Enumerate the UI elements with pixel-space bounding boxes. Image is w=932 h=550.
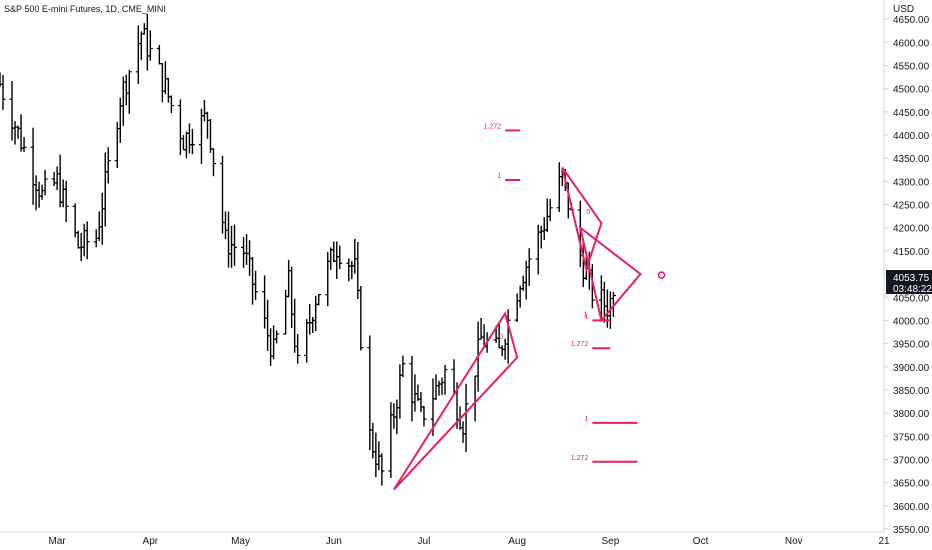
price-tick-label: 4250.00 bbox=[893, 201, 930, 212]
ohlc-bar bbox=[253, 270, 259, 300]
price-tick-label: 4050.00 bbox=[893, 293, 930, 304]
ohlc-bar bbox=[421, 405, 427, 427]
ohlc-bar bbox=[0, 75, 6, 110]
current-price: 4053.75 bbox=[893, 273, 930, 284]
ohlc-bar bbox=[147, 30, 153, 61]
fib-level-label: 1 bbox=[584, 416, 588, 423]
price-tick-label: 4400.00 bbox=[893, 131, 930, 142]
time-tick-label: 21 bbox=[878, 536, 890, 547]
time-tick-label: Oct bbox=[693, 536, 709, 547]
circle-marker[interactable] bbox=[657, 271, 666, 279]
price-tick-label: 4450.00 bbox=[893, 108, 930, 119]
time-tick-label: Sep bbox=[601, 536, 619, 547]
price-tick-label: 4650.00 bbox=[893, 15, 930, 26]
symbol-title: S&P 500 E-mini Futures, 1D, CME_MINI bbox=[4, 4, 166, 14]
point-annotation: 1 bbox=[583, 312, 587, 319]
price-tick-label: 3600.00 bbox=[893, 502, 930, 513]
point-annotation: 0 bbox=[580, 246, 584, 253]
fib-level-label: 1 bbox=[584, 313, 588, 320]
ohlc-bar bbox=[337, 245, 343, 270]
price-tick-label: 3800.00 bbox=[893, 409, 930, 420]
triangle-drawing[interactable] bbox=[393, 311, 519, 491]
time-tick-label: Mar bbox=[49, 536, 67, 547]
point-annotation: 0 bbox=[499, 334, 503, 341]
price-axis[interactable]: 3550.00 3600.00 3650.00 3700.00 3750.00 3800.… bbox=[884, 15, 930, 536]
time-tick-label: May bbox=[231, 536, 250, 547]
price-tick-label: 3850.00 bbox=[893, 386, 930, 397]
price-tick-label: 4500.00 bbox=[893, 85, 930, 96]
current-price-label: 4053.75 03:48:22 bbox=[886, 270, 932, 295]
price-tick-label: 3900.00 bbox=[893, 363, 930, 374]
fib-level[interactable]: 1 bbox=[584, 416, 638, 424]
price-tick-label: 3950.00 bbox=[893, 340, 930, 351]
ohlc-bar bbox=[63, 180, 69, 223]
time-axis[interactable]: Mar Apr May Jun Jul Aug Sep Oct Nov 21 bbox=[49, 536, 890, 547]
fib-level[interactable]: 1.272 bbox=[571, 341, 611, 350]
ohlc-bar bbox=[274, 330, 280, 344]
fib-level[interactable]: 1 bbox=[497, 173, 521, 182]
triangle-drawing[interactable] bbox=[578, 225, 642, 323]
time-tick-label: Apr bbox=[143, 536, 159, 547]
time-tick-label: Jul bbox=[418, 536, 431, 547]
price-tick-label: 3650.00 bbox=[893, 479, 930, 490]
fib-levels[interactable]: 1.272 1 1 1.272 1 1.272 bbox=[484, 123, 638, 463]
currency-label: USD bbox=[893, 4, 914, 15]
price-tick-label: 3550.00 bbox=[893, 525, 930, 536]
fib-level-label: 1.272 bbox=[484, 123, 502, 130]
ohlc-bar bbox=[189, 128, 195, 155]
ohlc-bar bbox=[358, 286, 364, 351]
fib-level[interactable]: 1.272 bbox=[571, 455, 638, 463]
fib-level-label: 1.272 bbox=[571, 341, 589, 348]
ohlc-bar-current bbox=[612, 291, 616, 317]
price-tick-label: 4550.00 bbox=[893, 62, 930, 73]
ohlc-bar bbox=[84, 221, 90, 260]
ohlc-bar bbox=[21, 137, 27, 152]
ohlc-bar bbox=[526, 248, 532, 286]
fib-level-label: 1 bbox=[497, 173, 501, 180]
ohlc-bar bbox=[126, 69, 132, 114]
drawing-layer[interactable]: 0 0 0 1 bbox=[393, 166, 666, 491]
bar-countdown: 03:48:22 bbox=[893, 284, 932, 295]
time-tick-label: Nov bbox=[785, 536, 803, 547]
point-annotation: 0 bbox=[586, 209, 590, 216]
ohlc-bar bbox=[379, 453, 385, 486]
ohlc-bar bbox=[210, 148, 216, 177]
fib-level[interactable]: 1.272 bbox=[484, 123, 521, 132]
ohlc-bar bbox=[442, 364, 448, 395]
ohlc-bar bbox=[295, 333, 301, 364]
ohlc-bar bbox=[463, 383, 469, 453]
price-tick-label: 4200.00 bbox=[893, 224, 930, 235]
ohlc-bar bbox=[232, 224, 238, 266]
ohlc-bar bbox=[168, 95, 174, 113]
ohlc-bar bbox=[105, 147, 111, 184]
price-tick-label: 3750.00 bbox=[893, 432, 930, 443]
ohlc-bar bbox=[505, 309, 511, 364]
time-tick-label: Jun bbox=[326, 536, 342, 547]
price-tick-label: 4000.00 bbox=[893, 316, 930, 327]
triangle-drawing[interactable] bbox=[561, 166, 603, 274]
time-tick-label: Aug bbox=[508, 536, 526, 547]
ohlc-bar bbox=[42, 169, 48, 196]
fib-level[interactable]: 1 bbox=[584, 313, 611, 322]
price-tick-label: 4300.00 bbox=[893, 177, 930, 188]
price-tick-label: 4600.00 bbox=[893, 38, 930, 49]
price-tick-label: 3700.00 bbox=[893, 455, 930, 466]
ohlc-bar bbox=[400, 355, 406, 378]
ohlc-bar bbox=[316, 294, 322, 306]
fib-level-label: 1.272 bbox=[571, 455, 589, 462]
price-tick-label: 4350.00 bbox=[893, 154, 930, 165]
price-tick-label: 4150.00 bbox=[893, 247, 930, 258]
ohlc-bar bbox=[547, 199, 553, 222]
